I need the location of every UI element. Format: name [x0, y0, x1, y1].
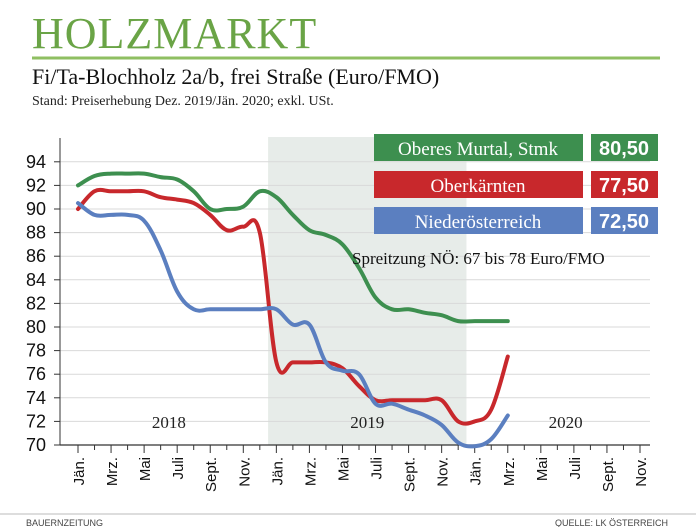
legend-oberes-murtal-label: Oberes Murtal, Stmk [398, 139, 558, 160]
y-tick-label: 70 [26, 435, 46, 455]
x-tick-label: Mrz. [302, 457, 319, 486]
legend-oberkaernten-value-box [591, 171, 658, 198]
x-tick-label: Sept. [600, 457, 617, 492]
legend-oberes-murtal-value: 80,50 [599, 138, 649, 160]
year-label: 2020 [549, 413, 583, 432]
y-tick-label: 78 [26, 341, 46, 361]
y-tick-label: 92 [26, 175, 46, 195]
x-tick-label: Juli [170, 457, 187, 480]
y-axis: 70 72 74 76 78 80 82 84 86 88 90 92 94 [26, 138, 61, 455]
y-tick-label: 80 [26, 317, 46, 337]
x-axis: Jän. Mrz. Mai Juli Sept. Nov. Jän. Mrz. Mai Juli S… [60, 444, 650, 492]
year-label: 2018 [152, 413, 186, 432]
x-tick-label: Sept. [203, 457, 220, 492]
y-tick-label: 72 [26, 411, 46, 431]
legend-niederoesterreich-box [374, 207, 583, 234]
series-line-oberkaernten [76, 187, 510, 426]
legend-oberkaernten-value: 77,50 [599, 175, 649, 197]
y-tick-label: 90 [26, 199, 46, 219]
y-tick-label: 82 [26, 293, 46, 313]
legend-oberkaernten-label: Oberkärnten [431, 176, 526, 197]
legend-niederoesterreich-value: 72,50 [599, 211, 649, 233]
y-tick-label: 84 [26, 270, 46, 290]
legend-niederoesterreich-label: Niederösterreich [415, 212, 542, 233]
footer-right: QUELLE: LK ÖSTERREICH [555, 518, 668, 527]
x-tick-label: Sept. [402, 457, 419, 492]
x-tick-label: Nov. [633, 457, 650, 487]
footer-left: BAUERNZEITUNG [26, 518, 103, 527]
series-line-oberes-murtal [76, 171, 510, 324]
x-tick-label: Juli [567, 457, 584, 480]
series-lines [76, 171, 510, 449]
legend-niederoesterreich-value-box [591, 207, 658, 234]
x-tick-label: Mrz. [104, 457, 121, 486]
x-tick-label: Mai [534, 457, 551, 481]
y-tick-label: 88 [26, 223, 46, 243]
chart-subtitle: Fi/Ta-Blochholz 2a/b, frei Straße (Euro/… [32, 64, 439, 89]
x-tick-label: Jän. [468, 457, 485, 485]
legend-oberes-murtal-box [374, 134, 583, 161]
x-tick-label: Nov. [236, 457, 253, 487]
x-tick-label: Mai [335, 457, 352, 481]
y-tick-label: 86 [26, 246, 46, 266]
header-title: HOLZMARKT [32, 9, 317, 58]
y-tick-label: 94 [26, 152, 46, 172]
legend-oberes-murtal-value-box [591, 134, 658, 161]
x-tick-label: Jän. [71, 457, 88, 485]
spread-annotation: Spreitzung NÖ: 67 bis 78 Euro/FMO [352, 249, 605, 268]
year-labels: 2018 2019 2020 [152, 413, 583, 432]
x-tick-label: Juli [369, 457, 386, 480]
series-line-niederoesterreich [76, 201, 510, 449]
x-tick-label: Jän. [269, 457, 286, 485]
legend: Oberes Murtal, Stmk 80,50 Oberkärnten 77,50… [374, 134, 658, 234]
chart-note: Stand: Preiserhebung Dez. 2019/Jän. 2020… [32, 94, 334, 109]
y-tick-label: 74 [26, 388, 46, 408]
legend-oberkaernten-box [374, 171, 583, 198]
x-tick-label: Nov. [435, 457, 452, 487]
year-label: 2019 [350, 413, 384, 432]
y-tick-label: 76 [26, 364, 46, 384]
x-tick-label: Mrz. [501, 457, 518, 486]
x-tick-label: Mai [137, 457, 154, 481]
